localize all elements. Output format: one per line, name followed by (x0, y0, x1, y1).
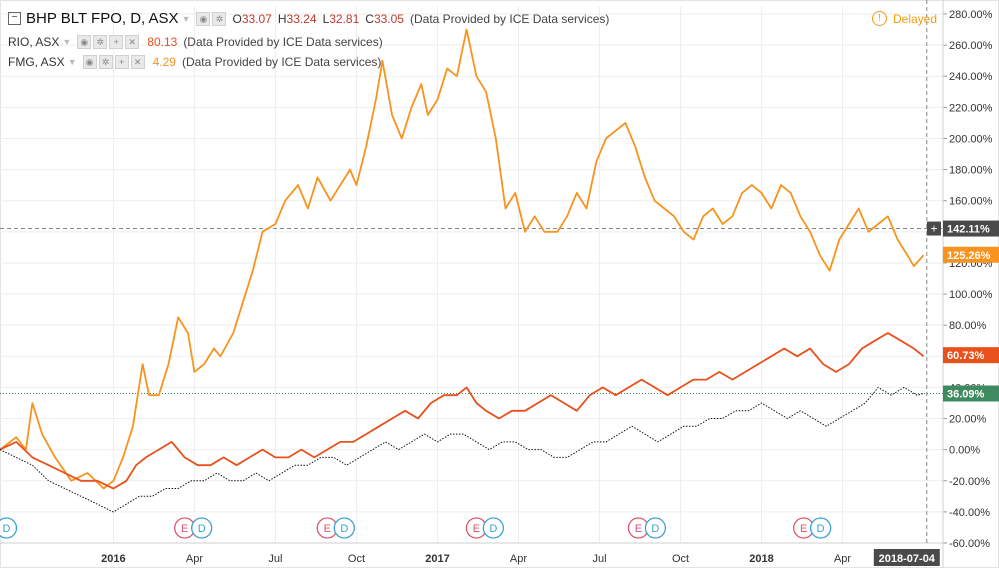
chevron-down-icon[interactable]: ▼ (181, 13, 191, 24)
chevron-down-icon[interactable]: ▼ (62, 37, 72, 47)
gear-icon[interactable]: ✲ (212, 11, 227, 26)
legend-fmg-source: (Data Provided by ICE Data services) (181, 55, 382, 69)
x-tick-label: Apr (510, 553, 527, 565)
bhp-last-label-box (943, 385, 999, 402)
earnings-marker-label: E (473, 523, 480, 535)
plus-icon[interactable]: + (109, 35, 124, 49)
date-label-box (873, 549, 940, 566)
low-label: L (322, 11, 330, 26)
chevron-down-icon[interactable]: ▼ (67, 57, 77, 67)
legend-fmg-symbol[interactable]: FMG, ASX (8, 55, 65, 69)
x-tick-label: Apr (834, 553, 851, 565)
dividend-marker (333, 517, 355, 539)
dividend-marker-label: D (198, 523, 206, 535)
dividend-marker-label: D (340, 523, 348, 535)
legend-fmg-value: 4.29 (152, 55, 176, 69)
x-tick-label: 2018 (749, 553, 773, 565)
y-tick-label: 180.00% (949, 165, 993, 177)
series-line-bhp (0, 386, 924, 513)
rio-last-label: 60.73% (947, 350, 985, 362)
dividend-marker (810, 517, 832, 539)
y-tick-label: 20.00% (949, 414, 987, 426)
x-tick-label: 2016 (101, 553, 125, 565)
series-line-fmg (0, 28, 925, 490)
open-value: 33.07 (241, 11, 272, 26)
close-icon[interactable]: ✕ (125, 35, 140, 49)
rio-last-label-box (943, 347, 999, 364)
crosshair-date-label: 2018-07-04 (879, 553, 936, 565)
y-tick-label: 240.00% (949, 71, 993, 83)
x-tick-label: Jul (268, 553, 282, 565)
close-icon[interactable]: ✕ (130, 55, 145, 69)
dividend-marker-label: D (817, 523, 825, 535)
x-tick-label: Oct (348, 553, 365, 565)
plus-icon: + (930, 222, 937, 236)
earnings-marker-label: E (324, 523, 331, 535)
gear-icon[interactable]: ✲ (93, 35, 108, 49)
dividend-marker (0, 517, 18, 539)
earnings-marker-label: E (800, 523, 807, 535)
y-tick-label: 160.00% (949, 196, 993, 208)
alert-icon: ! (872, 11, 887, 26)
legend-rio: RIO, ASX ▼ ◉ ✲ + ✕ 80.13 (Data Provided … (8, 35, 383, 49)
y-tick-label: 0.00% (949, 445, 980, 457)
legend-main-symbol[interactable]: BHP BLT FPO, D, ASX (26, 10, 179, 27)
y-tick-label: -20.00% (949, 476, 990, 488)
legend-rio-symbol[interactable]: RIO, ASX (8, 35, 60, 49)
eye-icon[interactable]: ◉ (196, 11, 211, 26)
x-tick-label: Oct (672, 553, 689, 565)
eye-icon[interactable]: ◉ (82, 55, 97, 69)
legend-rio-value: 80.13 (147, 35, 178, 49)
legend-rio-source: (Data Provided by ICE Data services) (183, 35, 383, 49)
earnings-marker-label: E (635, 523, 642, 535)
dividend-marker-label: D (3, 523, 11, 535)
legend-main-source: (Data Provided by ICE Data services) (409, 11, 610, 26)
y-tick-label: 260.00% (949, 40, 993, 52)
fmg-last-label: 125.26% (947, 250, 991, 262)
x-tick-label: 2017 (425, 553, 449, 565)
dividend-marker (644, 517, 667, 539)
fmg-last-label-box (943, 246, 999, 263)
high-label: H (277, 11, 287, 26)
crosshair-plus-box (927, 221, 941, 236)
y-tick-label: 100.00% (949, 289, 993, 301)
delayed-indicator[interactable]: ! Delayed (872, 11, 937, 26)
y-tick-label: -60.00% (949, 538, 990, 550)
plus-icon[interactable]: + (114, 55, 129, 69)
dividend-marker (482, 517, 505, 539)
dividend-marker-label: D (651, 523, 659, 535)
low-value: 32.81 (329, 11, 360, 26)
eye-icon[interactable]: ◉ (77, 35, 92, 49)
legend-fmg: FMG, ASX ▼ ◉ ✲ + ✕ 4.29 (Data Provided b… (8, 55, 381, 69)
y-tick-label: 200.00% (949, 133, 993, 145)
x-tick-label: Apr (186, 553, 203, 565)
x-tick-label: Jul (592, 553, 606, 565)
open-label: O (232, 11, 242, 26)
earnings-marker-label: E (181, 523, 188, 535)
dividend-marker-label: D (489, 523, 497, 535)
delayed-label: Delayed (893, 11, 938, 26)
close-label: C (365, 11, 374, 26)
high-value: 33.24 (286, 11, 317, 26)
y-tick-label: 80.00% (949, 320, 987, 332)
dividend-marker (191, 517, 213, 539)
close-value: 33.05 (373, 11, 404, 26)
crosshair-value-label: 142.11% (947, 224, 990, 236)
collapse-icon[interactable]: − (8, 12, 21, 25)
crosshair-value-label-box (943, 220, 999, 237)
series-line-rio (0, 332, 925, 490)
y-tick-label: -40.00% (949, 507, 990, 519)
y-tick-label: 220.00% (949, 102, 993, 114)
bhp-last-label: 36.09% (947, 388, 985, 400)
y-tick-label: 280.00% (949, 9, 993, 21)
legend-main: − BHP BLT FPO, D, ASX ▼ ◉ ✲ O 33.07 H 33.2… (8, 10, 609, 27)
gear-icon[interactable]: ✲ (98, 55, 113, 69)
